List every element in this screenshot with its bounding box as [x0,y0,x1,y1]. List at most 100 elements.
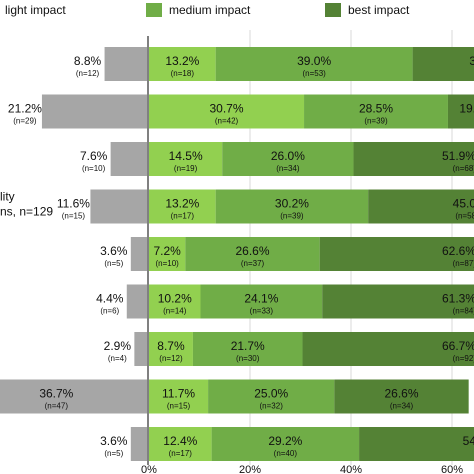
data-label-negative: 2.9% [104,339,132,353]
bar-segment-medium [185,237,320,271]
bar-segment-negative [130,427,147,461]
data-label-medium-n: (n=30) [236,354,260,363]
bar-segment-light [149,189,216,224]
bar-segment-light [149,427,212,461]
data-label-medium: 30.2% [275,197,309,211]
legend-swatch-medium [146,3,162,17]
data-label-medium-n: (n=32) [260,402,284,411]
bar-segment-medium [211,427,360,461]
data-label-light: 11.7% [162,387,195,401]
bar-segment-negative [134,332,147,366]
bar-segment-medium [304,94,448,129]
data-label-medium: 26.0% [271,149,305,163]
bar-segment-negative [110,142,147,176]
data-label-medium: 21.7% [231,339,265,353]
data-label-negative: 36.7% [39,387,73,401]
data-label-light: 13.2% [165,197,199,211]
bar-segment-best [368,189,474,224]
data-label-light-n: (n=12) [159,354,183,363]
bar-segment-negative [41,94,147,129]
bar-segment-medium [192,332,303,366]
bar-segment-best [319,237,474,271]
x-tick-label: 40% [340,464,362,474]
data-label-negative: 8.8% [74,54,102,68]
data-label-light-n: (n=42) [215,117,239,126]
data-label-negative-n: (n=5) [104,449,123,458]
data-label-best: 54 [463,434,474,448]
bar-row: 3.6%(n=5) 7.2%(n=10) 26.6%(n=37) 62.6%(n=87… [100,237,474,271]
bar-segment-medium [222,142,354,176]
bar-segment-light [149,284,201,319]
data-label-negative-n: (n=47) [45,402,69,411]
data-label-negative-n: (n=10) [82,164,106,173]
row-label: lity [0,190,15,204]
data-label-light-n: (n=10) [156,259,180,268]
bar-segment-medium [208,379,335,414]
data-label-medium: 26.6% [236,244,270,258]
data-label-best-n: (n=87) [453,259,474,268]
bar-row: 7.6%(n=10) 14.5%(n=19) 26.0%(n=34) 51.9%(n=… [80,142,474,176]
data-label-medium-n: (n=34) [276,164,300,173]
data-label-best: 3 [469,54,474,68]
bar-segment-light [149,47,216,81]
data-label-medium-n: (n=33) [250,307,274,316]
data-label-medium: 29.2% [268,434,302,448]
data-label-light: 7.2% [154,244,182,258]
data-label-best: 61.3% [442,292,474,306]
bar-segment-negative [90,189,147,224]
data-label-best: 62.6% [442,244,474,258]
data-label-light-n: (n=19) [174,164,198,173]
data-label-negative: 4.4% [96,292,124,306]
legend-label-best: best impact [348,3,410,17]
data-label-best-n: (n=68) [453,164,474,173]
data-label-negative: 21.2% [8,102,42,116]
data-label-best: 19. [459,102,474,116]
data-label-negative-n: (n=29) [13,117,37,126]
legend-swatch-best [325,3,341,17]
data-label-light-n: (n=18) [171,69,195,78]
data-label-light-n: (n=14) [163,307,187,316]
legend-label-medium: medium impact [169,3,251,17]
data-label-light: 30.7% [210,102,244,116]
data-label-medium: 25.0% [254,387,288,401]
row-label: ns, n=129 [0,205,53,219]
bar-segment-best [359,427,474,461]
data-label-medium: 28.5% [359,102,393,116]
legend-label-light: light impact [5,3,66,17]
bar-row: 8.8%(n=12) 13.2%(n=18) 39.0%(n=53) 3 [74,47,474,81]
bar-segment-negative [130,237,147,271]
data-label-best: 66.7% [442,339,474,353]
data-label-negative: 3.6% [100,434,128,448]
data-label-best: 26.6% [384,387,418,401]
bar-segment-light [149,142,223,176]
bar-segment-best [302,332,474,366]
data-label-medium-n: (n=37) [241,259,265,268]
legend: light impact medium impact best impact [5,3,410,17]
data-label-light: 13.2% [165,54,199,68]
x-tick-label: 60% [441,464,463,474]
data-label-negative-n: (n=5) [104,259,123,268]
data-label-best-n: (n=58 [455,212,474,221]
data-label-best-n: (n=92) [453,354,474,363]
bar-row: 36.7%(n=47) 11.7%(n=15) 25.0%(n=32) 26.6%(n… [0,379,469,414]
data-label-medium: 24.1% [244,292,278,306]
bar-segment-best [353,142,474,176]
bar-segment-light [149,94,305,129]
data-label-light: 12.4% [163,434,197,448]
bar-segment-best [412,47,474,81]
data-label-best: 45.0 [453,197,474,211]
data-label-negative-n: (n=12) [76,69,100,78]
data-label-negative: 11.6% [57,197,90,211]
bar-segment-negative [126,284,147,319]
bar-segment-best [334,379,469,414]
bar-segment-medium [200,284,323,319]
data-label-negative: 3.6% [100,244,128,258]
bar-row: 2.9%(n=4) 8.7%(n=12) 21.7%(n=30) 66.7%(n=92… [104,332,474,366]
data-label-medium-n: (n=40) [274,449,298,458]
data-label-light-n: (n=15) [167,402,191,411]
data-label-medium-n: (n=39) [280,212,304,221]
data-label-medium-n: (n=39) [364,117,388,126]
x-tick-label: 20% [239,464,261,474]
bar-row: 4.4%(n=6) 10.2%(n=14) 24.1%(n=33) 61.3%(n=8… [96,284,474,319]
